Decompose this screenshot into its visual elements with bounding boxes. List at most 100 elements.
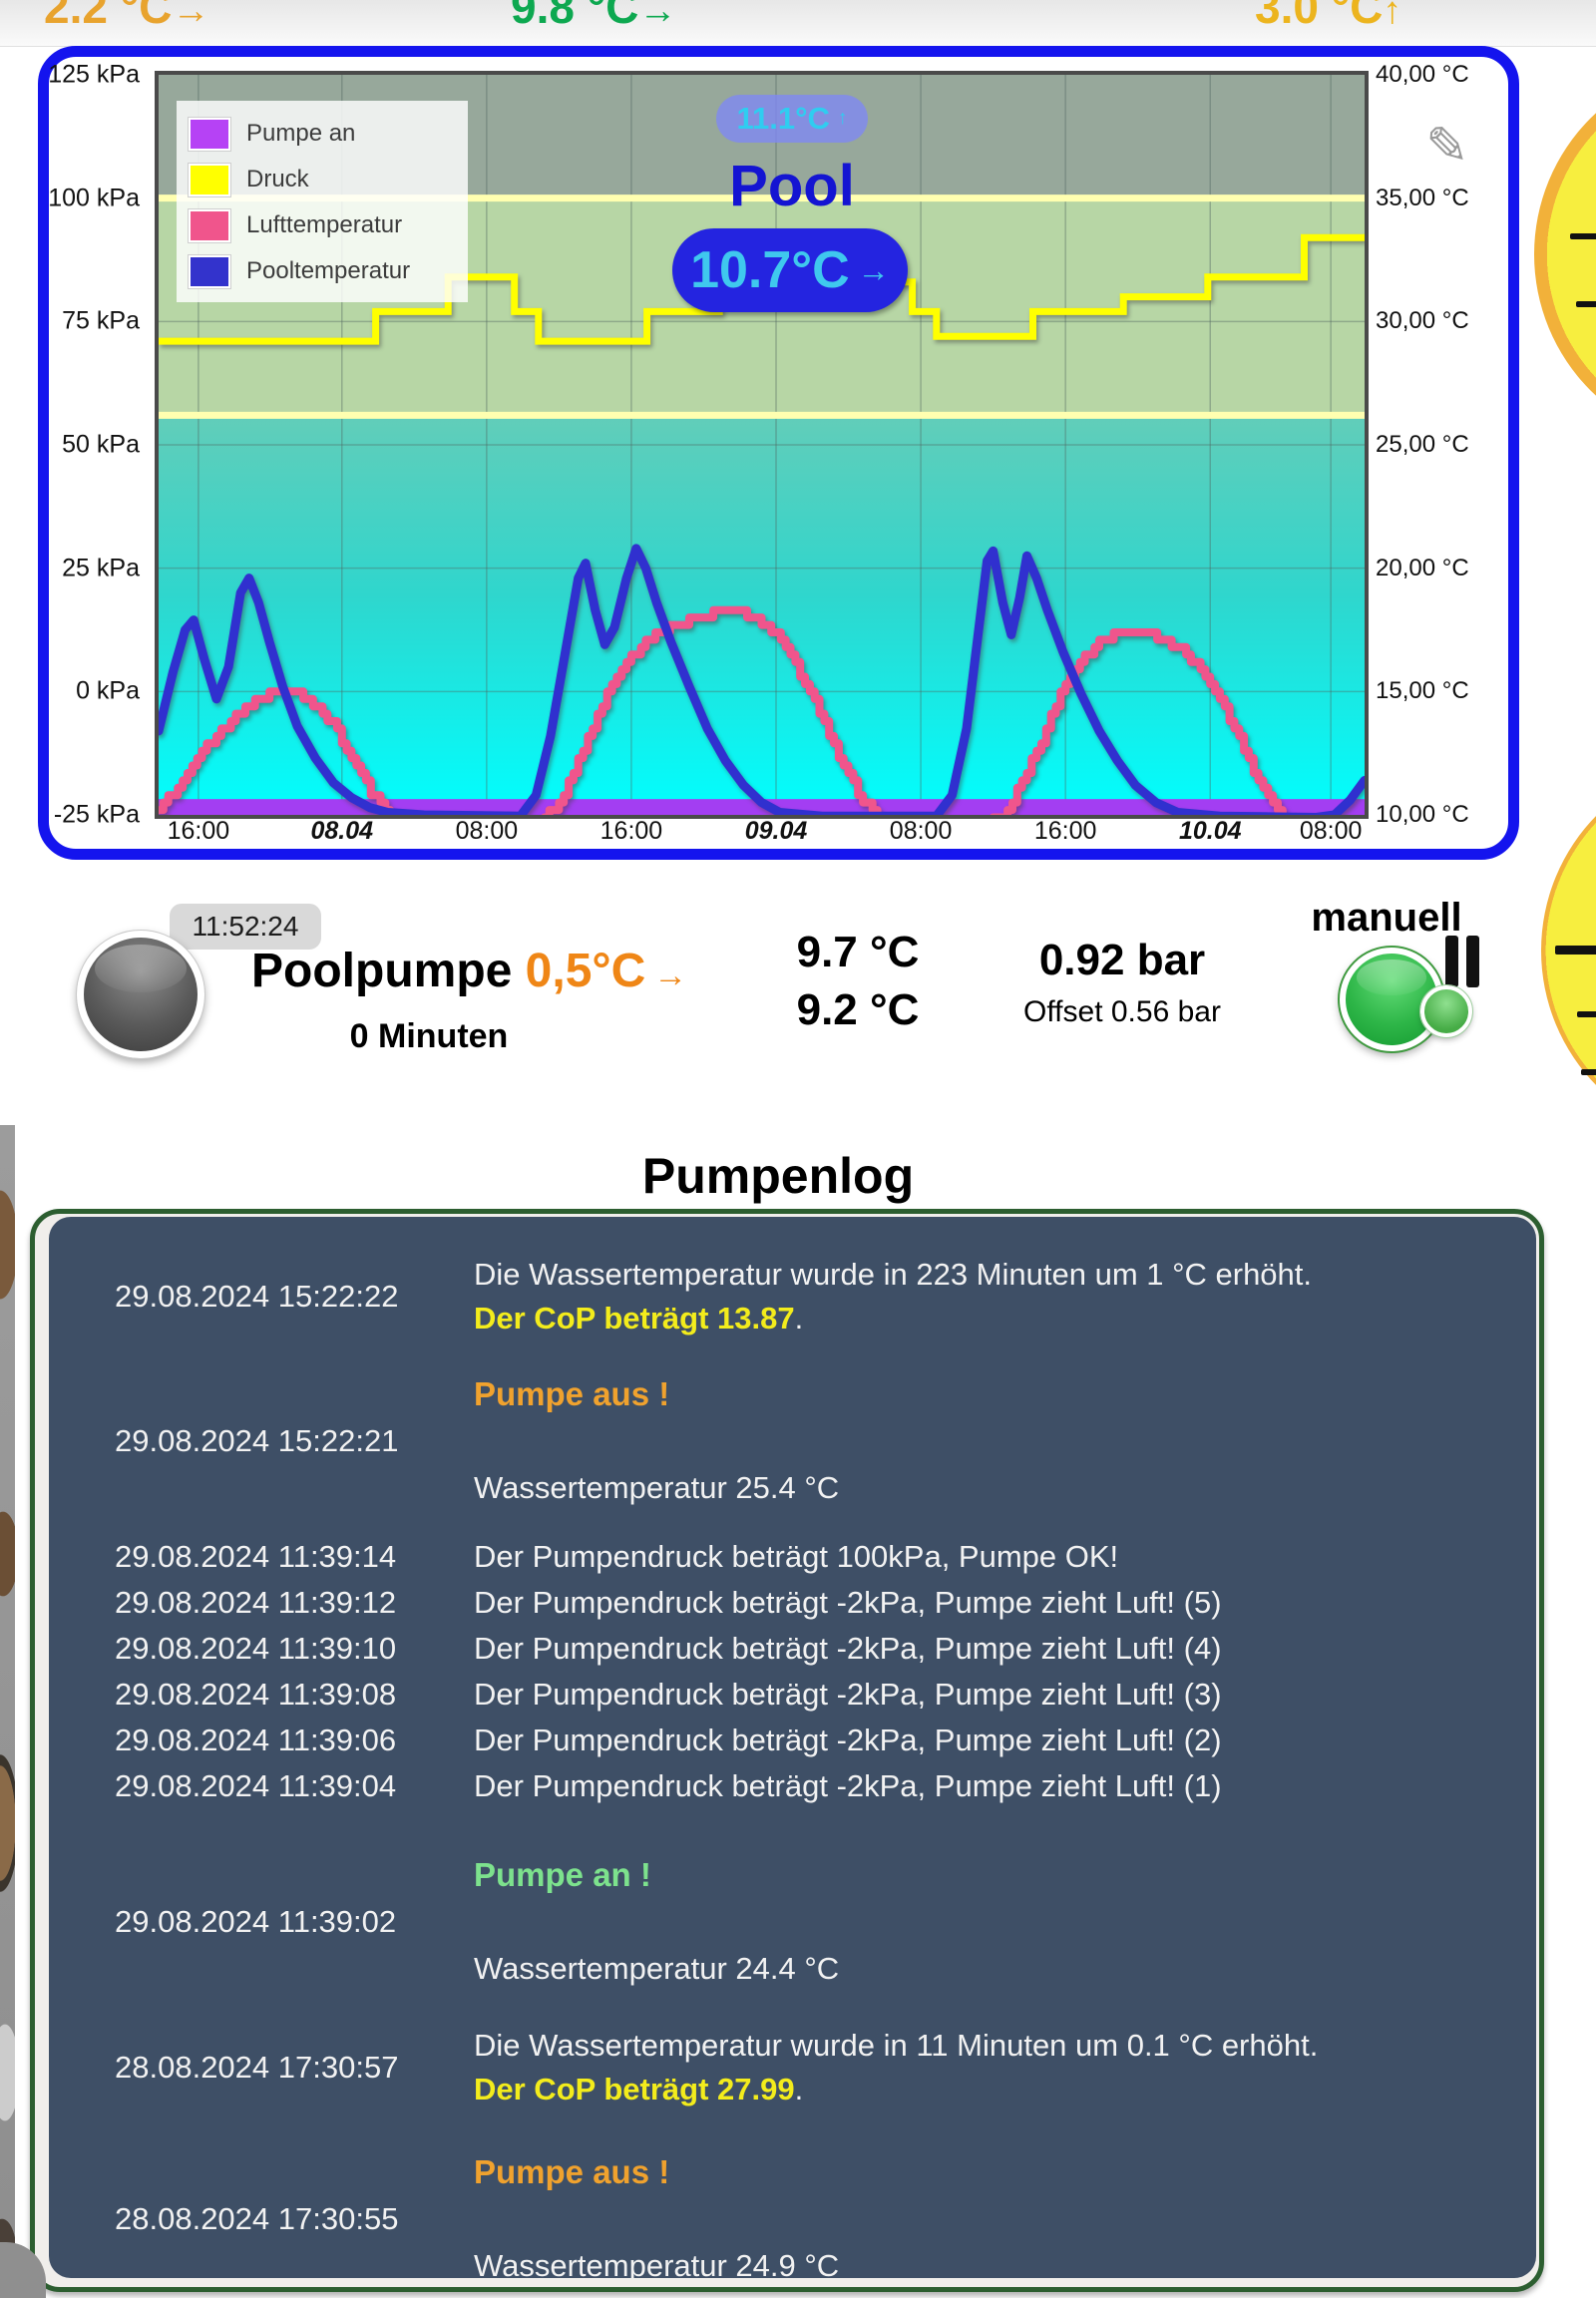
- legend-item: Pumpe an: [188, 111, 454, 157]
- pump-toggle-button[interactable]: [76, 930, 205, 1059]
- last-update-time-badge: 11:52:24: [170, 904, 321, 950]
- log-message: Der Pumpendruck beträgt -2kPa, Pumpe zie…: [474, 1723, 1222, 1757]
- log-message: Die Wassertemperatur wurde in 223 Minute…: [474, 1257, 1313, 1292]
- log-message: Der CoP beträgt 13.87.: [474, 1301, 804, 1336]
- log-entry: 29.08.2024 11:39:14 Der Pumpendruck beträ…: [49, 1534, 1536, 1580]
- legend-label: Druck: [246, 166, 309, 192]
- x-axis-tick: 16:00: [1033, 817, 1097, 845]
- log-timestamp: 29.08.2024 11:39:10: [115, 1631, 397, 1666]
- air-temp-badge[interactable]: 11.1°C ↑: [716, 95, 868, 143]
- pause-icon[interactable]: [1445, 936, 1479, 987]
- log-message: Wassertemperatur 25.4 °C: [474, 1470, 840, 1505]
- pump-delta-label: 0,5°C →: [525, 945, 687, 997]
- y-axis-tick-left: 75 kPa: [62, 306, 140, 335]
- y-axis-tick-left: -25 kPa: [53, 800, 140, 829]
- round-gauge-warm[interactable]: [1541, 758, 1596, 1143]
- y-axis-tick-left: 0 kPa: [76, 676, 140, 705]
- x-axis-tick: 08.04: [310, 817, 374, 845]
- log-timestamp: 28.08.2024 17:30:57: [115, 2050, 399, 2085]
- log-entry: 29.08.2024 11:39:10 Der Pumpendruck beträ…: [49, 1626, 1536, 1672]
- pressure-value: 0.92 bar: [1038, 936, 1206, 984]
- log-message: Der CoP beträgt 27.99.: [474, 2072, 804, 2106]
- log-message: Wassertemperatur 24.4 °C: [474, 1951, 840, 1986]
- y-axis-tick-left: 125 kPa: [48, 60, 140, 89]
- pencil-icon[interactable]: ✎: [1425, 118, 1469, 176]
- top-status-bar: 2.2 °C→ 9.8 °C→ 3.0 °C↑: [0, 0, 1596, 47]
- x-axis-tick: 08:00: [889, 817, 953, 845]
- legend-swatch: [188, 253, 231, 289]
- temp-reading-3: 3.0 °C↑: [1255, 0, 1401, 34]
- log-timestamp: 29.08.2024 15:22:22: [115, 1279, 399, 1314]
- log-message: Die Wassertemperatur wurde in 11 Minuten…: [474, 2028, 1319, 2063]
- status-led-green: [1419, 984, 1473, 1038]
- legend-swatch: [188, 207, 231, 243]
- log-message: Der Pumpendruck beträgt -2kPa, Pumpe zie…: [474, 1631, 1222, 1666]
- x-axis-tick: 16:00: [167, 817, 230, 845]
- log-message: Pumpe an !: [474, 1856, 651, 1893]
- x-axis-tick: 08:00: [1299, 817, 1363, 845]
- chart-title: Pool: [729, 154, 855, 218]
- log-entry: 29.08.2024 15:22:22 Die Wassertemperatur …: [49, 1239, 1536, 1354]
- background-texture: [0, 1125, 15, 2298]
- legend-swatch: [188, 116, 231, 152]
- y-axis-tick-right: 15,00 °C: [1376, 677, 1469, 705]
- y-axis-tick-right: 40,00 °C: [1376, 61, 1469, 88]
- pressure-offset-label: Offset 0.56 bar: [1023, 995, 1221, 1028]
- x-axis-tick: 16:00: [599, 817, 663, 845]
- y-axis-tick-left: 50 kPa: [62, 430, 140, 459]
- round-gauge-hot[interactable]: [1534, 62, 1596, 447]
- log-message: Der Pumpendruck beträgt -2kPa, Pumpe zie…: [474, 1585, 1222, 1620]
- x-axis-tick: 10.04: [1178, 817, 1242, 845]
- pressure-readout: 0.92 bar Offset 0.56 bar: [1007, 936, 1237, 1029]
- pump-log-title: Pumpenlog: [641, 1148, 915, 1204]
- chart-legend: Pumpe an Druck Lufttemperatur Pooltemperatu…: [177, 101, 468, 302]
- legend-label: Pumpe an: [246, 120, 356, 147]
- pump-runtime-label: 0 Minuten: [349, 1017, 509, 1055]
- log-entry: 29.08.2024 11:39:02 Pumpe an ! Wassertempe…: [49, 1847, 1536, 1997]
- log-timestamp: 29.08.2024 11:39:04: [115, 1768, 397, 1803]
- y-axis-tick-left: 100 kPa: [48, 184, 140, 212]
- log-message: Pumpe aus !: [474, 2153, 670, 2190]
- log-timestamp: 29.08.2024 11:39:02: [115, 1904, 397, 1939]
- pump-name-label: Poolpumpe 0,5°C →: [251, 945, 687, 997]
- pool-temp-badge[interactable]: 10.7°C →: [672, 228, 908, 312]
- y-axis-tick-right: 25,00 °C: [1376, 431, 1469, 458]
- return-temp-value: 9.2 °C: [796, 985, 920, 1034]
- y-axis-tick-right: 20,00 °C: [1376, 554, 1469, 581]
- log-message: Der Pumpendruck beträgt -2kPa, Pumpe zie…: [474, 1768, 1222, 1803]
- log-entry: 28.08.2024 17:30:57 Die Wassertemperatur …: [49, 2013, 1536, 2122]
- outdoor-temp-reading: 2.2 °C→: [44, 0, 209, 34]
- y-axis-tick-right: 10,00 °C: [1376, 801, 1469, 828]
- temp-reading-2: 9.8 °C→: [511, 0, 676, 34]
- trend-up-icon: ↑: [837, 108, 848, 129]
- y-axis-tick-left: 25 kPa: [62, 554, 140, 582]
- log-entry: 29.08.2024 11:39:12 Der Pumpendruck beträ…: [49, 1580, 1536, 1626]
- legend-item: Lufttemperatur: [188, 202, 454, 248]
- legend-label: Pooltemperatur: [246, 257, 411, 284]
- log-entry: 29.08.2024 15:22:21 Pumpe aus ! Wassertemp…: [49, 1366, 1536, 1516]
- legend-item: Druck: [188, 157, 454, 202]
- log-message: Der Pumpendruck beträgt 100kPa, Pumpe OK…: [474, 1539, 1119, 1574]
- log-entry: 29.08.2024 11:39:08 Der Pumpendruck beträ…: [49, 1672, 1536, 1718]
- x-axis-tick: 09.04: [744, 817, 808, 845]
- log-timestamp: 29.08.2024 11:39:08: [115, 1677, 397, 1712]
- temperature-readouts: 9.7 °C 9.2 °C: [768, 924, 948, 1039]
- trend-right-icon: →: [172, 0, 210, 32]
- log-message: Der Pumpendruck beträgt -2kPa, Pumpe zie…: [474, 1677, 1222, 1712]
- log-timestamp: 29.08.2024 11:39:14: [115, 1539, 397, 1574]
- log-entry: 29.08.2024 11:39:06 Der Pumpendruck beträ…: [49, 1718, 1536, 1763]
- log-message: Pumpe aus !: [474, 1375, 670, 1412]
- log-timestamp: 29.08.2024 15:22:21: [115, 1423, 399, 1458]
- flow-temp-value: 9.7 °C: [796, 928, 920, 976]
- log-entry: 29.08.2024 11:39:04 Der Pumpendruck beträ…: [49, 1763, 1536, 1809]
- pool-chart-card: 125 kPa 100 kPa 75 kPa 50 kPa 25 kPa 0 kPa -25…: [38, 46, 1519, 860]
- log-timestamp: 28.08.2024 17:30:55: [115, 2201, 399, 2236]
- trend-right-icon: →: [653, 958, 687, 994]
- y-axis-tick-right: 35,00 °C: [1376, 184, 1469, 211]
- log-timestamp: 29.08.2024 11:39:12: [115, 1585, 397, 1620]
- pump-log-list[interactable]: 29.08.2024 15:22:22 Die Wassertemperatur …: [49, 1217, 1536, 2278]
- trend-right-icon: →: [857, 251, 890, 288]
- mode-label: manuell: [1311, 896, 1462, 940]
- x-axis-tick: 08:00: [455, 817, 519, 845]
- log-entry: 28.08.2024 17:30:55 Pumpe aus ! Wassertemp…: [49, 2144, 1536, 2279]
